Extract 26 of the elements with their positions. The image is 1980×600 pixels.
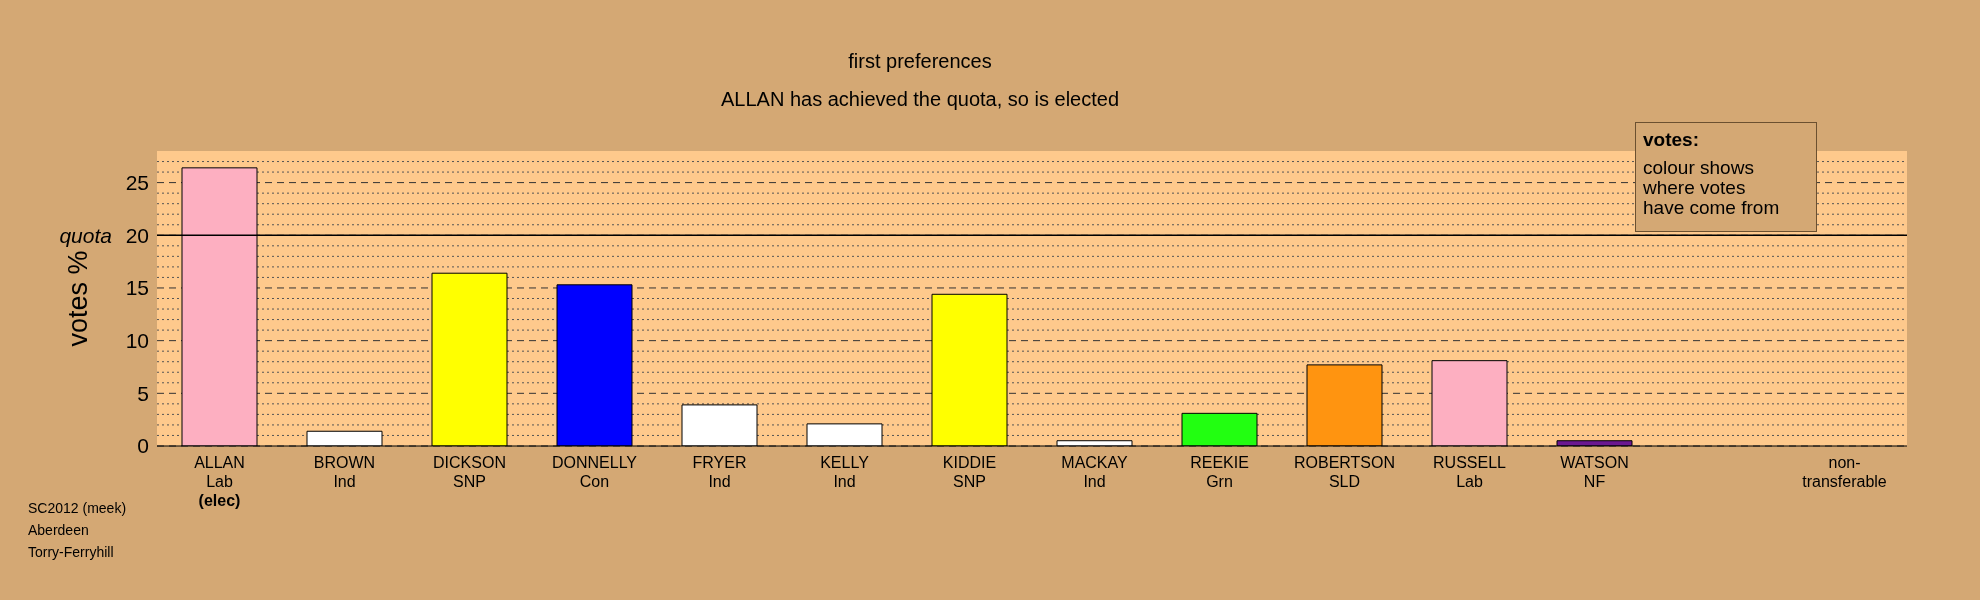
ref-line-label: quota [59,223,112,247]
x-tick-label: REEKIE Grn [1190,454,1249,490]
y-tick-label: 25 [125,171,149,195]
x-tick-label: BROWN Ind [313,454,376,490]
y-tick-label: 15 [125,276,149,300]
x-tick-label: RUSSELL Lab [1433,454,1507,490]
y-tick-label: 20 [125,223,149,247]
chart-title: first preferences [847,50,993,73]
y-tick-label: 5 [137,381,149,405]
x-tick-label: MACKAY Ind [1061,454,1129,490]
x-tick-label: ALLAN Lab (elec) [194,454,245,509]
x-tick-label: DICKSON SNP [433,454,506,490]
x-tick-label: WATSON NF [1560,454,1629,490]
x-tick-label: KELLY Ind [820,454,870,490]
text: SC2012 (meek) Aberdeen Torry-Ferryhill [28,499,127,562]
x-tick-label: DONNELLY Con [551,454,638,490]
chart-subtitle: ALLAN has achieved the quota, so is elected [719,88,1120,111]
y-axis-title: votes % [62,250,93,347]
x-tick-label: non- transferable [1802,454,1887,490]
annotation: colour shows where votes have come from [1643,157,1781,218]
x-tick-label: KIDDIE SNP [942,454,997,490]
y-tick-label: 0 [137,434,149,458]
x-tick-label: FRYER Ind [692,454,747,490]
x-tick-label: ROBERTSON SLD [1293,454,1396,490]
y-tick-label: 10 [125,329,149,353]
text: votes: [1643,129,1700,151]
